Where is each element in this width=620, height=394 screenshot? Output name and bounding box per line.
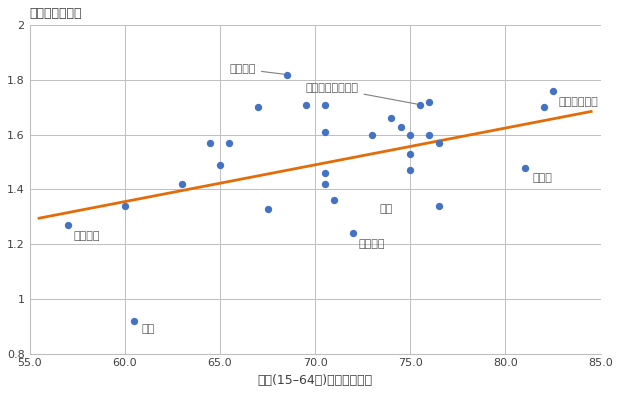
Point bbox=[320, 181, 330, 187]
Point bbox=[539, 104, 549, 111]
Point bbox=[548, 88, 558, 94]
X-axis label: 女性(15–64歳)の労働参加率: 女性(15–64歳)の労働参加率 bbox=[257, 374, 373, 387]
Text: イタリア: イタリア bbox=[73, 231, 100, 241]
Point bbox=[262, 205, 272, 212]
Point bbox=[386, 115, 396, 121]
Point bbox=[63, 222, 73, 228]
Point bbox=[405, 167, 415, 173]
Point bbox=[301, 102, 311, 108]
Point bbox=[415, 102, 425, 108]
Text: 日本: 日本 bbox=[380, 204, 393, 214]
Point bbox=[396, 123, 405, 130]
Point bbox=[434, 140, 444, 146]
Point bbox=[177, 181, 187, 187]
Point bbox=[434, 203, 444, 209]
Text: スペイン: スペイン bbox=[359, 239, 386, 249]
Point bbox=[253, 104, 263, 111]
Point bbox=[320, 129, 330, 135]
Point bbox=[329, 197, 339, 204]
Point bbox=[205, 140, 215, 146]
Point bbox=[424, 132, 434, 138]
Point bbox=[520, 164, 529, 171]
Text: スイス: スイス bbox=[532, 173, 552, 184]
Point bbox=[281, 71, 291, 78]
Point bbox=[424, 99, 434, 105]
Point bbox=[130, 318, 140, 324]
Point bbox=[348, 230, 358, 236]
Point bbox=[120, 203, 130, 209]
Point bbox=[405, 132, 415, 138]
Text: 合計特殊出生率: 合計特殊出生率 bbox=[30, 7, 82, 20]
Text: フランス: フランス bbox=[229, 64, 284, 74]
Point bbox=[320, 170, 330, 176]
Point bbox=[215, 162, 225, 168]
Text: スウェーデン: スウェーデン bbox=[559, 97, 598, 107]
Text: 鼓国: 鼓国 bbox=[142, 324, 155, 334]
Point bbox=[320, 102, 330, 108]
Point bbox=[405, 151, 415, 157]
Point bbox=[367, 132, 377, 138]
Text: ニュージーランド: ニュージーランド bbox=[306, 83, 417, 104]
Point bbox=[224, 140, 234, 146]
